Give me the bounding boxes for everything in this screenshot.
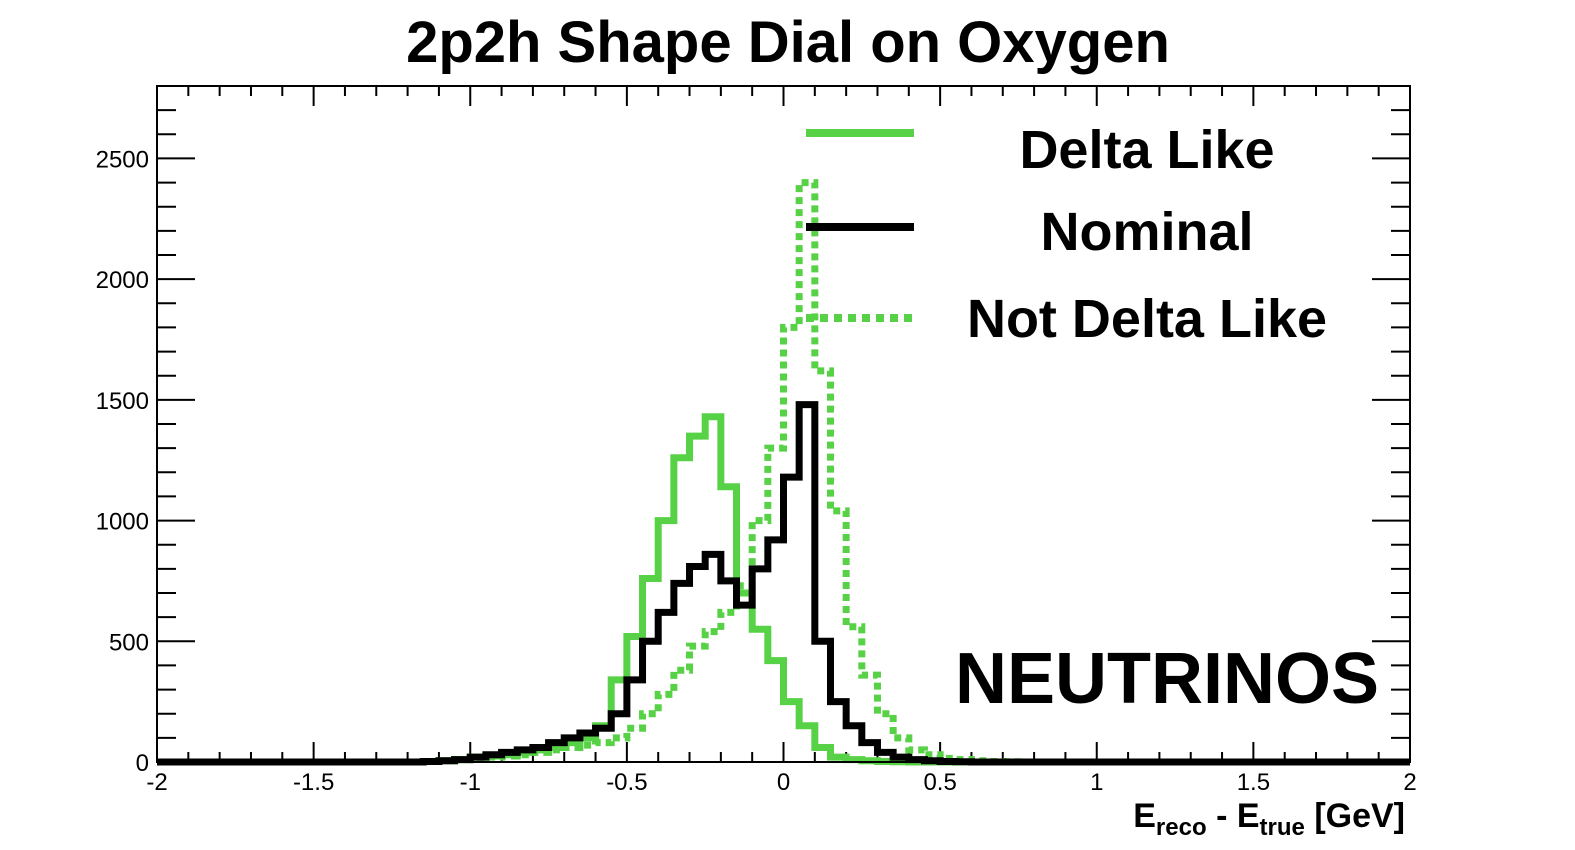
x-tick-label: -2 — [146, 769, 167, 796]
y-tick-label: 0 — [136, 750, 149, 777]
legend: Delta Like Nominal Not Delta Like — [806, 120, 1327, 349]
neutrinos-annotation: NEUTRINOS — [955, 639, 1379, 719]
x-axis-label-minus-e: - E — [1207, 797, 1260, 835]
legend-label-nominal: Nominal — [1040, 202, 1253, 262]
x-axis-label-sub-reco: reco — [1156, 814, 1207, 841]
x-axis-label-sub-true: true — [1260, 814, 1305, 841]
legend-label-not-delta-like: Not Delta Like — [967, 289, 1327, 349]
axis-ticks: 0 500 1000 1500 2000 2500 -2 -1.5 -1 -0.5 0 0.5 1 1.5… — [96, 85, 1417, 796]
x-tick-label: 1.5 — [1237, 769, 1270, 796]
x-axis-label-e1: E — [1133, 797, 1156, 835]
x-axis-label-unit: [GeV] — [1305, 797, 1405, 835]
x-tick-label: 0.5 — [923, 769, 956, 796]
x-tick-label: 1 — [1090, 769, 1103, 796]
x-tick-label: 2 — [1403, 769, 1416, 796]
chart-title: 2p2h Shape Dial on Oxygen — [406, 10, 1170, 75]
y-tick-label: 500 — [109, 629, 149, 656]
y-tick-label: 1500 — [96, 388, 149, 415]
x-axis-label: Ereco - Etrue [GeV] — [1133, 797, 1405, 841]
x-tick-label: -0.5 — [606, 769, 647, 796]
y-tick-label: 2000 — [96, 267, 149, 294]
y-tick-label: 1000 — [96, 509, 149, 536]
x-tick-label: 0 — [777, 769, 790, 796]
legend-label-delta-like: Delta Like — [1019, 120, 1274, 180]
x-tick-label: -1 — [460, 769, 481, 796]
x-tick-label: -1.5 — [293, 769, 334, 796]
y-tick-label: 2500 — [96, 146, 149, 173]
plot-frame — [156, 85, 1411, 763]
